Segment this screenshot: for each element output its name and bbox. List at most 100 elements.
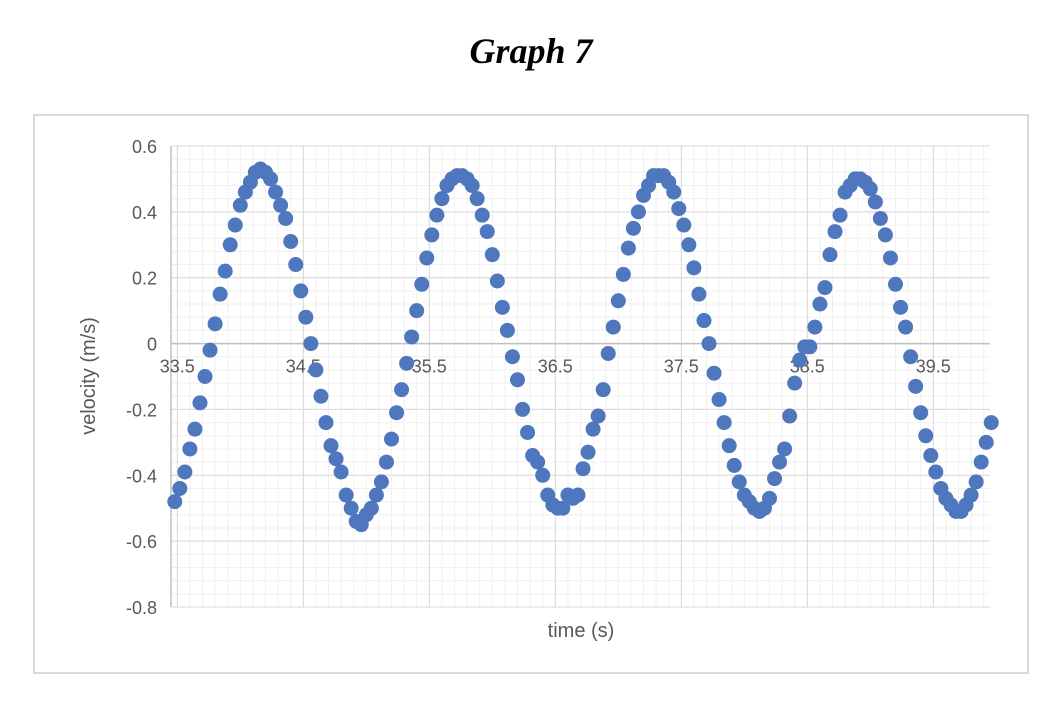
data-point xyxy=(625,220,641,236)
x-tick-label: 36.5 xyxy=(538,357,573,377)
data-point xyxy=(600,345,616,361)
data-point xyxy=(484,247,500,263)
data-point xyxy=(293,283,309,299)
data-point xyxy=(207,316,223,332)
data-point xyxy=(333,464,349,480)
data-point xyxy=(404,329,420,345)
y-tick-label: -0.4 xyxy=(126,466,157,486)
data-point xyxy=(338,487,354,503)
data-point xyxy=(172,480,188,496)
data-point xyxy=(862,181,878,197)
data-point xyxy=(429,207,445,223)
scatter-chart: 0.60.40.20-0.2-0.4-0.6-0.833.5 34.5 35.5 36… xyxy=(78,137,999,642)
data-point xyxy=(263,171,279,187)
tick-labels: 0.60.40.20-0.2-0.4-0.6-0.833.5 34.5 35.5 36… xyxy=(126,137,951,618)
data-point xyxy=(363,500,379,516)
data-point xyxy=(726,457,742,473)
data-point xyxy=(469,191,485,207)
data-point xyxy=(973,454,989,470)
data-point xyxy=(777,441,793,457)
data-point xyxy=(328,451,344,467)
data-point xyxy=(968,474,984,490)
data-point xyxy=(555,500,571,516)
data-point xyxy=(928,464,944,480)
data-point xyxy=(187,421,203,437)
data-point xyxy=(384,431,399,447)
data-point xyxy=(676,217,692,233)
data-point xyxy=(716,415,732,431)
data-point xyxy=(378,454,394,470)
data-point xyxy=(273,197,289,213)
data-point xyxy=(192,395,208,411)
data-point xyxy=(232,197,248,213)
data-point xyxy=(701,336,717,352)
data-points xyxy=(167,161,999,533)
x-tick-label: 39.5 xyxy=(916,357,951,377)
figure-title: Graph 7 xyxy=(469,31,593,71)
data-point xyxy=(212,286,228,302)
y-tick-label: 0.4 xyxy=(132,203,157,223)
data-point xyxy=(605,319,621,335)
data-point xyxy=(368,487,384,503)
data-point xyxy=(731,474,747,490)
data-point xyxy=(772,454,788,470)
data-point xyxy=(222,237,238,253)
chart-frame: 0.6 0.4 0.2 0 -0.2 -0.4 -0.6 -0.8 33.5 34.5 35.5 36… xyxy=(33,114,1029,674)
data-point xyxy=(177,464,193,480)
data-point xyxy=(268,184,284,200)
data-point xyxy=(787,375,803,391)
data-point xyxy=(535,467,551,483)
data-point xyxy=(923,448,939,464)
data-point xyxy=(691,286,707,302)
y-tick-label: 0 xyxy=(147,335,157,355)
data-point xyxy=(308,362,324,378)
x-axis-label: time (s) xyxy=(548,620,615,642)
data-point xyxy=(464,178,480,194)
data-point xyxy=(515,401,531,417)
data-point xyxy=(424,227,440,243)
data-point xyxy=(812,296,828,312)
data-point xyxy=(893,299,909,315)
data-point xyxy=(882,250,898,266)
data-point xyxy=(373,474,389,490)
y-tick-label: -0.6 xyxy=(126,532,157,552)
data-point xyxy=(877,227,893,243)
data-point xyxy=(288,257,304,273)
data-point xyxy=(898,319,914,335)
data-point xyxy=(318,415,334,431)
data-point xyxy=(580,444,596,460)
y-tick-label: -0.8 xyxy=(126,598,157,618)
data-point xyxy=(278,210,294,226)
data-point xyxy=(767,471,783,487)
data-point xyxy=(489,273,505,289)
data-point xyxy=(615,266,631,282)
data-point xyxy=(872,210,888,226)
data-point xyxy=(202,342,218,358)
data-point xyxy=(167,494,183,510)
data-point xyxy=(888,276,903,292)
data-point xyxy=(434,191,450,207)
data-point xyxy=(908,378,924,394)
y-tick-label: 0.2 xyxy=(132,269,157,289)
data-point xyxy=(630,204,646,220)
data-point xyxy=(711,392,727,408)
data-point xyxy=(666,184,682,200)
data-point xyxy=(681,237,697,253)
x-tick-label: 33.5 xyxy=(160,357,195,377)
data-point xyxy=(197,369,213,384)
data-point xyxy=(520,424,536,440)
data-point xyxy=(792,352,808,368)
data-point xyxy=(303,336,319,352)
data-point xyxy=(671,201,687,217)
data-point xyxy=(827,224,843,240)
data-point xyxy=(510,372,525,388)
data-point xyxy=(570,487,586,503)
data-point xyxy=(313,388,329,404)
data-point xyxy=(762,490,777,506)
data-point xyxy=(399,355,415,371)
data-point xyxy=(918,428,934,444)
data-point xyxy=(298,309,314,325)
data-point xyxy=(530,454,546,470)
data-point xyxy=(782,408,798,424)
y-axis-label: velocity (m/s) xyxy=(78,317,100,435)
